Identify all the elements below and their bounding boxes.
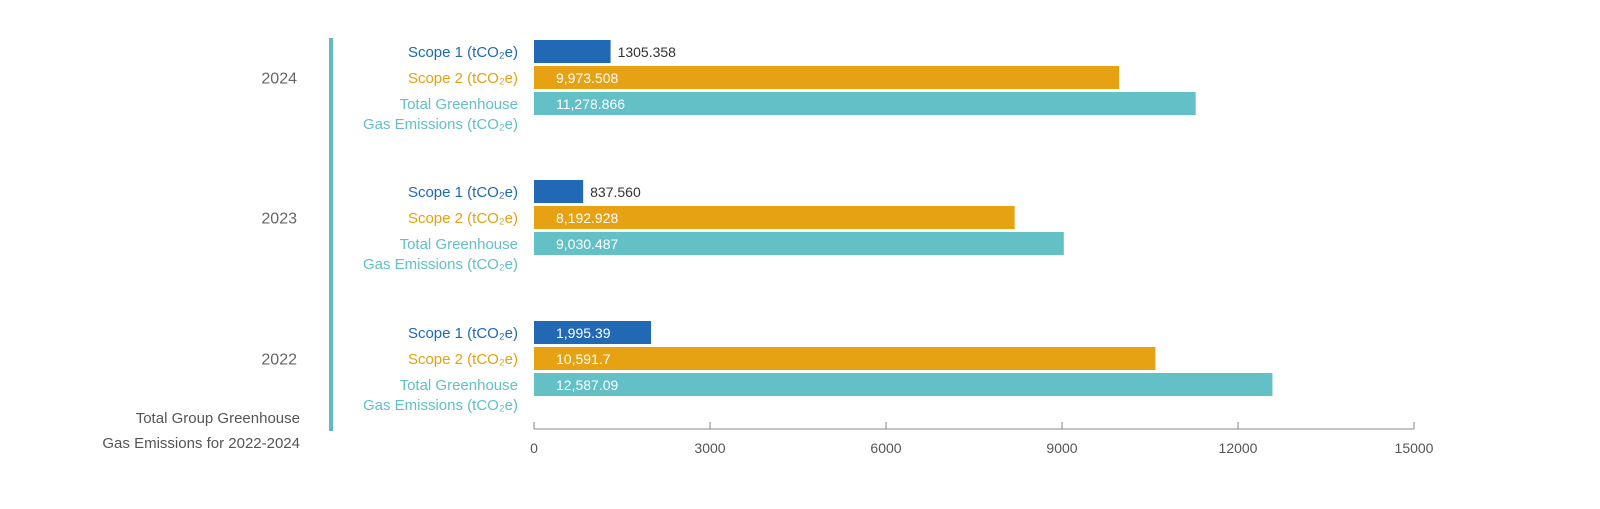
bar-group-2023: 2023 Scope 1 (tCO₂e) 837.560 Scope 2 (tCO₂e…: [261, 180, 1064, 273]
bar: [534, 66, 1120, 89]
x-tick-label: 12000: [1219, 440, 1258, 456]
bar: [534, 206, 1015, 229]
x-tick-label: 9000: [1046, 440, 1077, 456]
category-label: Total Greenhouse: [400, 96, 518, 113]
category-label: Scope 2 (tCO₂e): [408, 70, 518, 87]
category-label: Scope 1 (tCO₂e): [408, 325, 518, 342]
data-label: 11,278.866: [556, 96, 625, 112]
x-tick-label: 6000: [870, 440, 901, 456]
bar: [534, 373, 1273, 396]
category-label: Scope 1 (tCO₂e): [408, 184, 518, 201]
category-label: Total Greenhouse: [400, 377, 518, 394]
bar: [534, 40, 611, 63]
category-label: Gas Emissions (tCO₂e): [363, 397, 518, 414]
category-label: Scope 1 (tCO₂e): [408, 44, 518, 61]
data-label: 12,587.09: [556, 377, 618, 393]
year-label: 2024: [261, 71, 297, 88]
bar: [534, 232, 1064, 255]
bar: [534, 321, 652, 344]
year-label: 2023: [261, 211, 297, 228]
category-label: Gas Emissions (tCO₂e): [363, 256, 518, 273]
data-label: 9,030.487: [556, 236, 618, 252]
data-label: 9,973.508: [556, 70, 618, 86]
bar-group-2024: 2024 Scope 1 (tCO₂e) 1305.358 Scope 2 (tCO₂…: [261, 40, 1196, 133]
x-tick-label: 0: [530, 440, 538, 456]
bar: [534, 92, 1196, 115]
chart-caption-line-2: Gas Emissions for 2022-2024: [102, 435, 300, 452]
bar-groups: 2024 Scope 1 (tCO₂e) 1305.358 Scope 2 (tCO₂…: [261, 40, 1273, 414]
category-label: Total Greenhouse: [400, 236, 518, 253]
category-label: Scope 2 (tCO₂e): [408, 210, 518, 227]
x-axis: 0 3000 6000 9000 12000 15000: [530, 422, 1434, 456]
data-label: 8,192.928: [556, 210, 618, 226]
category-label: Scope 2 (tCO₂e): [408, 351, 518, 368]
x-tick-label: 3000: [694, 440, 725, 456]
x-tick-label: 15000: [1395, 440, 1434, 456]
bar: [534, 347, 1156, 370]
data-label: 1305.358: [618, 44, 677, 60]
chart-caption-line-1: Total Group Greenhouse: [136, 410, 300, 427]
data-label: 10,591.7: [556, 351, 611, 367]
data-label: 1,995.39: [556, 325, 611, 341]
bar: [534, 180, 584, 203]
year-label: 2022: [261, 352, 297, 369]
data-label: 837.560: [590, 184, 641, 200]
category-label: Gas Emissions (tCO₂e): [363, 116, 518, 133]
bar-group-2022: 2022 Scope 1 (tCO₂e) 1,995.39 Scope 2 (tCO₂…: [261, 321, 1273, 414]
